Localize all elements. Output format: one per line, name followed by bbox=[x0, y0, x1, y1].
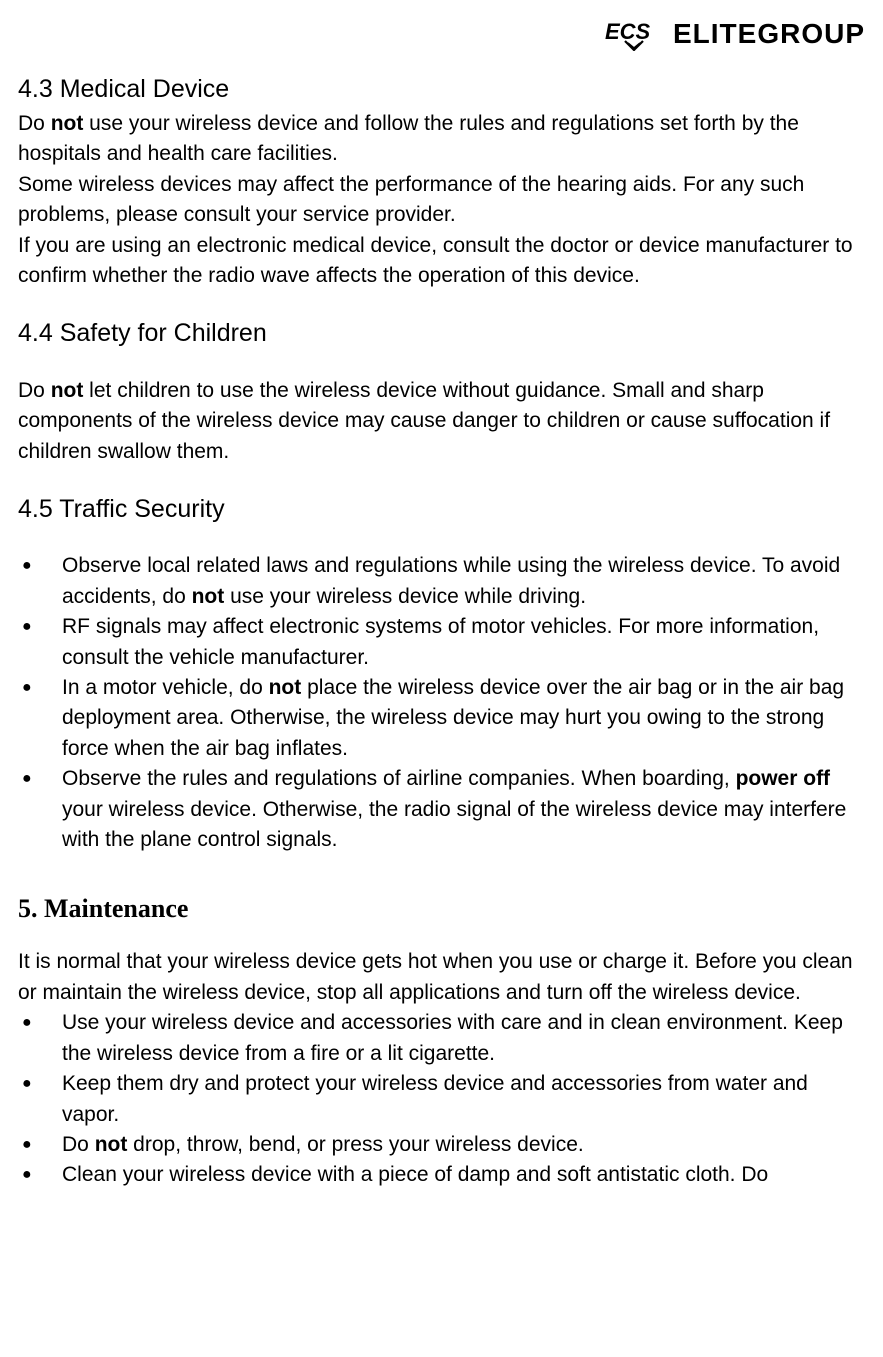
s45-b1-post: use your wireless device while driving. bbox=[224, 585, 586, 608]
s5-bullet-1: Use your wireless device and accessories… bbox=[18, 1008, 865, 1069]
header-logo: ECS ELITEGROUP bbox=[18, 12, 865, 55]
s43-p1-pre: Do bbox=[18, 112, 51, 135]
s5-bullet-4: Clean your wireless device with a piece … bbox=[18, 1160, 865, 1190]
s5-bullet-2: Keep them dry and protect your wireless … bbox=[18, 1069, 865, 1130]
s44-p1-bold: not bbox=[51, 379, 84, 402]
s45-bullet-2: RF signals may affect electronic systems… bbox=[18, 612, 865, 673]
svg-text:ECS: ECS bbox=[605, 19, 651, 44]
s45-b3-pre: In a motor vehicle, do bbox=[62, 676, 269, 699]
heading-4-3: 4.3 Medical Device bbox=[18, 71, 865, 107]
s45-bullet-4: Observe the rules and regulations of air… bbox=[18, 764, 865, 855]
s45-b4-pre: Observe the rules and regulations of air… bbox=[62, 767, 736, 790]
s5-b3-bold: not bbox=[95, 1133, 128, 1156]
s43-p1-bold: not bbox=[51, 112, 84, 135]
s5-bullet-3: Do not drop, throw, bend, or press your … bbox=[18, 1130, 865, 1160]
s43-p3: If you are using an electronic medical d… bbox=[18, 231, 865, 292]
s5-intro: It is normal that your wireless device g… bbox=[18, 947, 865, 1008]
s45-bullet-3: In a motor vehicle, do not place the wir… bbox=[18, 673, 865, 764]
heading-4-4: 4.4 Safety for Children bbox=[18, 315, 865, 351]
s45-b4-post: your wireless device. Otherwise, the rad… bbox=[62, 798, 846, 851]
section-5-list: Use your wireless device and accessories… bbox=[18, 1008, 865, 1191]
s45-b3-bold: not bbox=[269, 676, 302, 699]
s43-p2: Some wireless devices may affect the per… bbox=[18, 170, 865, 231]
s5-b3-post: drop, throw, bend, or press your wireles… bbox=[127, 1133, 583, 1156]
s43-p1-post: use your wireless device and follow the … bbox=[18, 112, 799, 165]
section-4-3-body: Do not use your wireless device and foll… bbox=[18, 109, 865, 292]
logo-text: ELITEGROUP bbox=[673, 14, 865, 55]
s44-p1-pre: Do bbox=[18, 379, 51, 402]
s44-p1-post: let children to use the wireless device … bbox=[18, 379, 830, 463]
heading-5: 5. Maintenance bbox=[18, 890, 865, 928]
section-4-4-body: Do not let children to use the wireless … bbox=[18, 376, 865, 467]
s45-b1-bold: not bbox=[192, 585, 225, 608]
s5-b3-pre: Do bbox=[62, 1133, 95, 1156]
section-4-5-list: Observe local related laws and regulatio… bbox=[18, 551, 865, 855]
heading-4-5: 4.5 Traffic Security bbox=[18, 491, 865, 527]
ecs-logo-icon: ECS bbox=[605, 17, 663, 51]
s45-b4-bold: power off bbox=[736, 767, 831, 790]
s45-bullet-1: Observe local related laws and regulatio… bbox=[18, 551, 865, 612]
